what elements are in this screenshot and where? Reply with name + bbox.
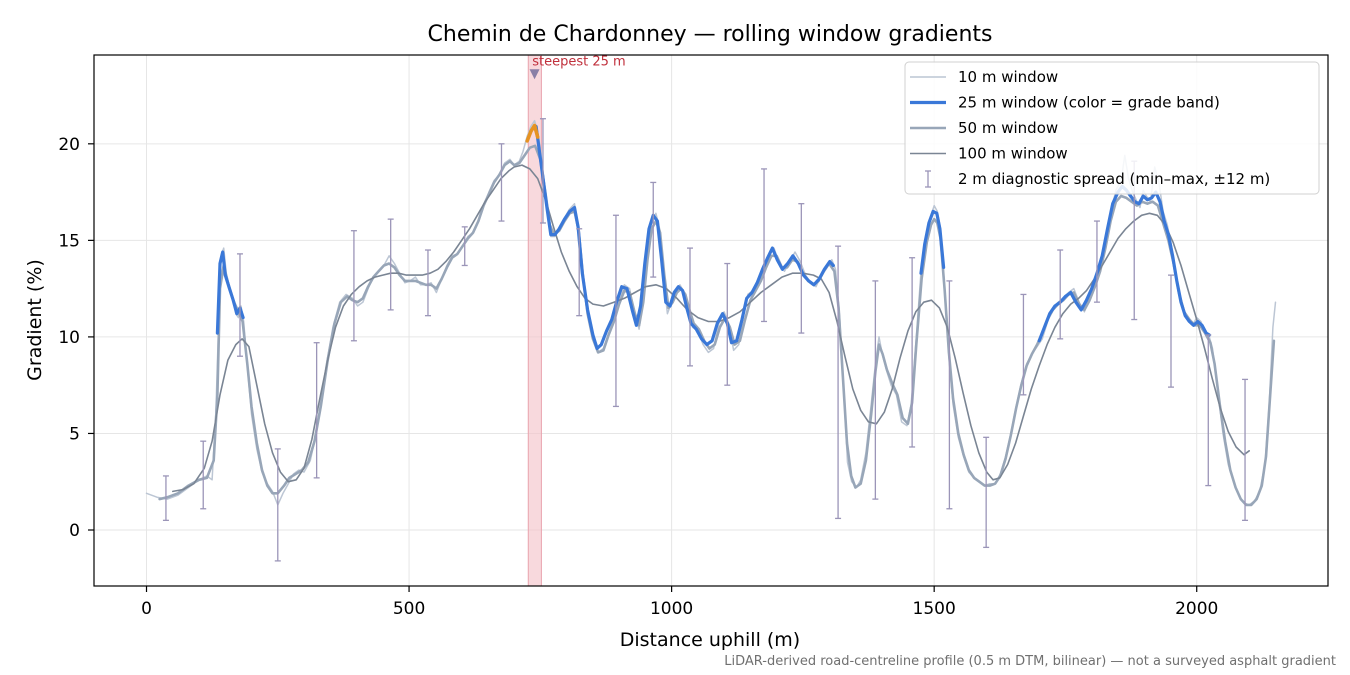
- legend-entry: 2 m diagnostic spread (min–max, ±12 m): [925, 170, 1270, 188]
- diagnostic-bar: [498, 143, 505, 222]
- x-tick-label: 1000: [650, 599, 693, 619]
- diagnostic-bar: [387, 218, 394, 311]
- diagnostic-bar: [612, 214, 619, 408]
- diagnostic-bar: [313, 342, 320, 479]
- legend-box: [904, 61, 1320, 195]
- legend-entry: 50 m window: [910, 119, 1058, 137]
- diagnostic-bar: [350, 230, 357, 342]
- diagnostic-bar: [424, 249, 431, 317]
- legend-label: 100 m window: [958, 145, 1068, 163]
- diagnostic-bar: [798, 203, 805, 334]
- axis-ticks: 0 500 1000 1500 2000 0 5 10 15 20: [58, 135, 1218, 619]
- legend-label: 25 m window (color = grade band): [958, 94, 1220, 112]
- y-tick-label: 0: [69, 521, 80, 541]
- diagnostic-bar: [983, 436, 990, 549]
- diagnostic-bar: [650, 181, 657, 278]
- diagnostic-bar: [909, 257, 916, 448]
- diagnostic-bar: [1167, 274, 1174, 388]
- y-tick-label: 10: [58, 328, 80, 348]
- legend-label: 2 m diagnostic spread (min–max, ±12 m): [958, 170, 1270, 188]
- chart-title: Chemin de Chardonney — rolling window gr…: [428, 22, 993, 47]
- legend-label: 50 m window: [958, 119, 1058, 137]
- diagnostic-bar: [1242, 378, 1249, 521]
- diagnostic-bar: [946, 280, 953, 510]
- x-tick-label: 2000: [1175, 599, 1218, 619]
- diagnostic-bar: [1057, 249, 1064, 340]
- steepest-marker: [529, 69, 540, 80]
- series-3-line: [158, 144, 1276, 507]
- diagnostic-bar: [761, 168, 768, 323]
- y-tick-label: 15: [58, 231, 80, 251]
- diagnostic-bar: [236, 253, 243, 357]
- footnote: LiDAR-derived road-centreline profile (0…: [724, 654, 1336, 669]
- diagnostic-bar: [835, 245, 842, 520]
- y-tick-label: 5: [69, 424, 80, 444]
- diagnostic-bar: [1205, 334, 1212, 487]
- steepest-label: steepest 25 m: [532, 54, 625, 69]
- diagnostic-bar: [686, 247, 693, 367]
- legend-entry: 100 m window: [910, 145, 1068, 163]
- diagnostic-bar: [1093, 220, 1100, 303]
- diagnostic-bar: [200, 440, 207, 510]
- legend-entry: 10 m window: [910, 68, 1058, 86]
- x-axis-label: Distance uphill (m): [620, 629, 800, 651]
- legend: 10 m window 25 m window (color = grade ba…: [904, 61, 1320, 195]
- diagnostic-error-bars: [162, 118, 1249, 562]
- steepest-marker-group: steepest 25 m: [529, 54, 626, 80]
- legend-entry: 25 m window (color = grade band): [910, 94, 1220, 112]
- x-tick-label: 500: [393, 599, 425, 619]
- diagnostic-bar: [576, 228, 583, 317]
- plot-frame: [93, 54, 1329, 587]
- y-axis-label: Gradient (%): [24, 259, 46, 381]
- diagnostic-bar: [1020, 293, 1027, 396]
- diagnostic-bar: [872, 280, 879, 500]
- diagnostic-bar: [162, 475, 169, 521]
- x-tick-label: 1500: [913, 599, 956, 619]
- diagnostic-bar: [539, 118, 546, 224]
- diagnostic-bar: [274, 448, 281, 562]
- grade-band-segment: [525, 123, 540, 143]
- x-tick-label: 0: [141, 599, 152, 619]
- series-2-line: [215, 124, 1211, 351]
- diagnostic-bar: [461, 226, 468, 267]
- diagnostic-bar: [724, 262, 731, 386]
- y-tick-label: 20: [58, 135, 80, 155]
- legend-label: 10 m window: [958, 68, 1058, 86]
